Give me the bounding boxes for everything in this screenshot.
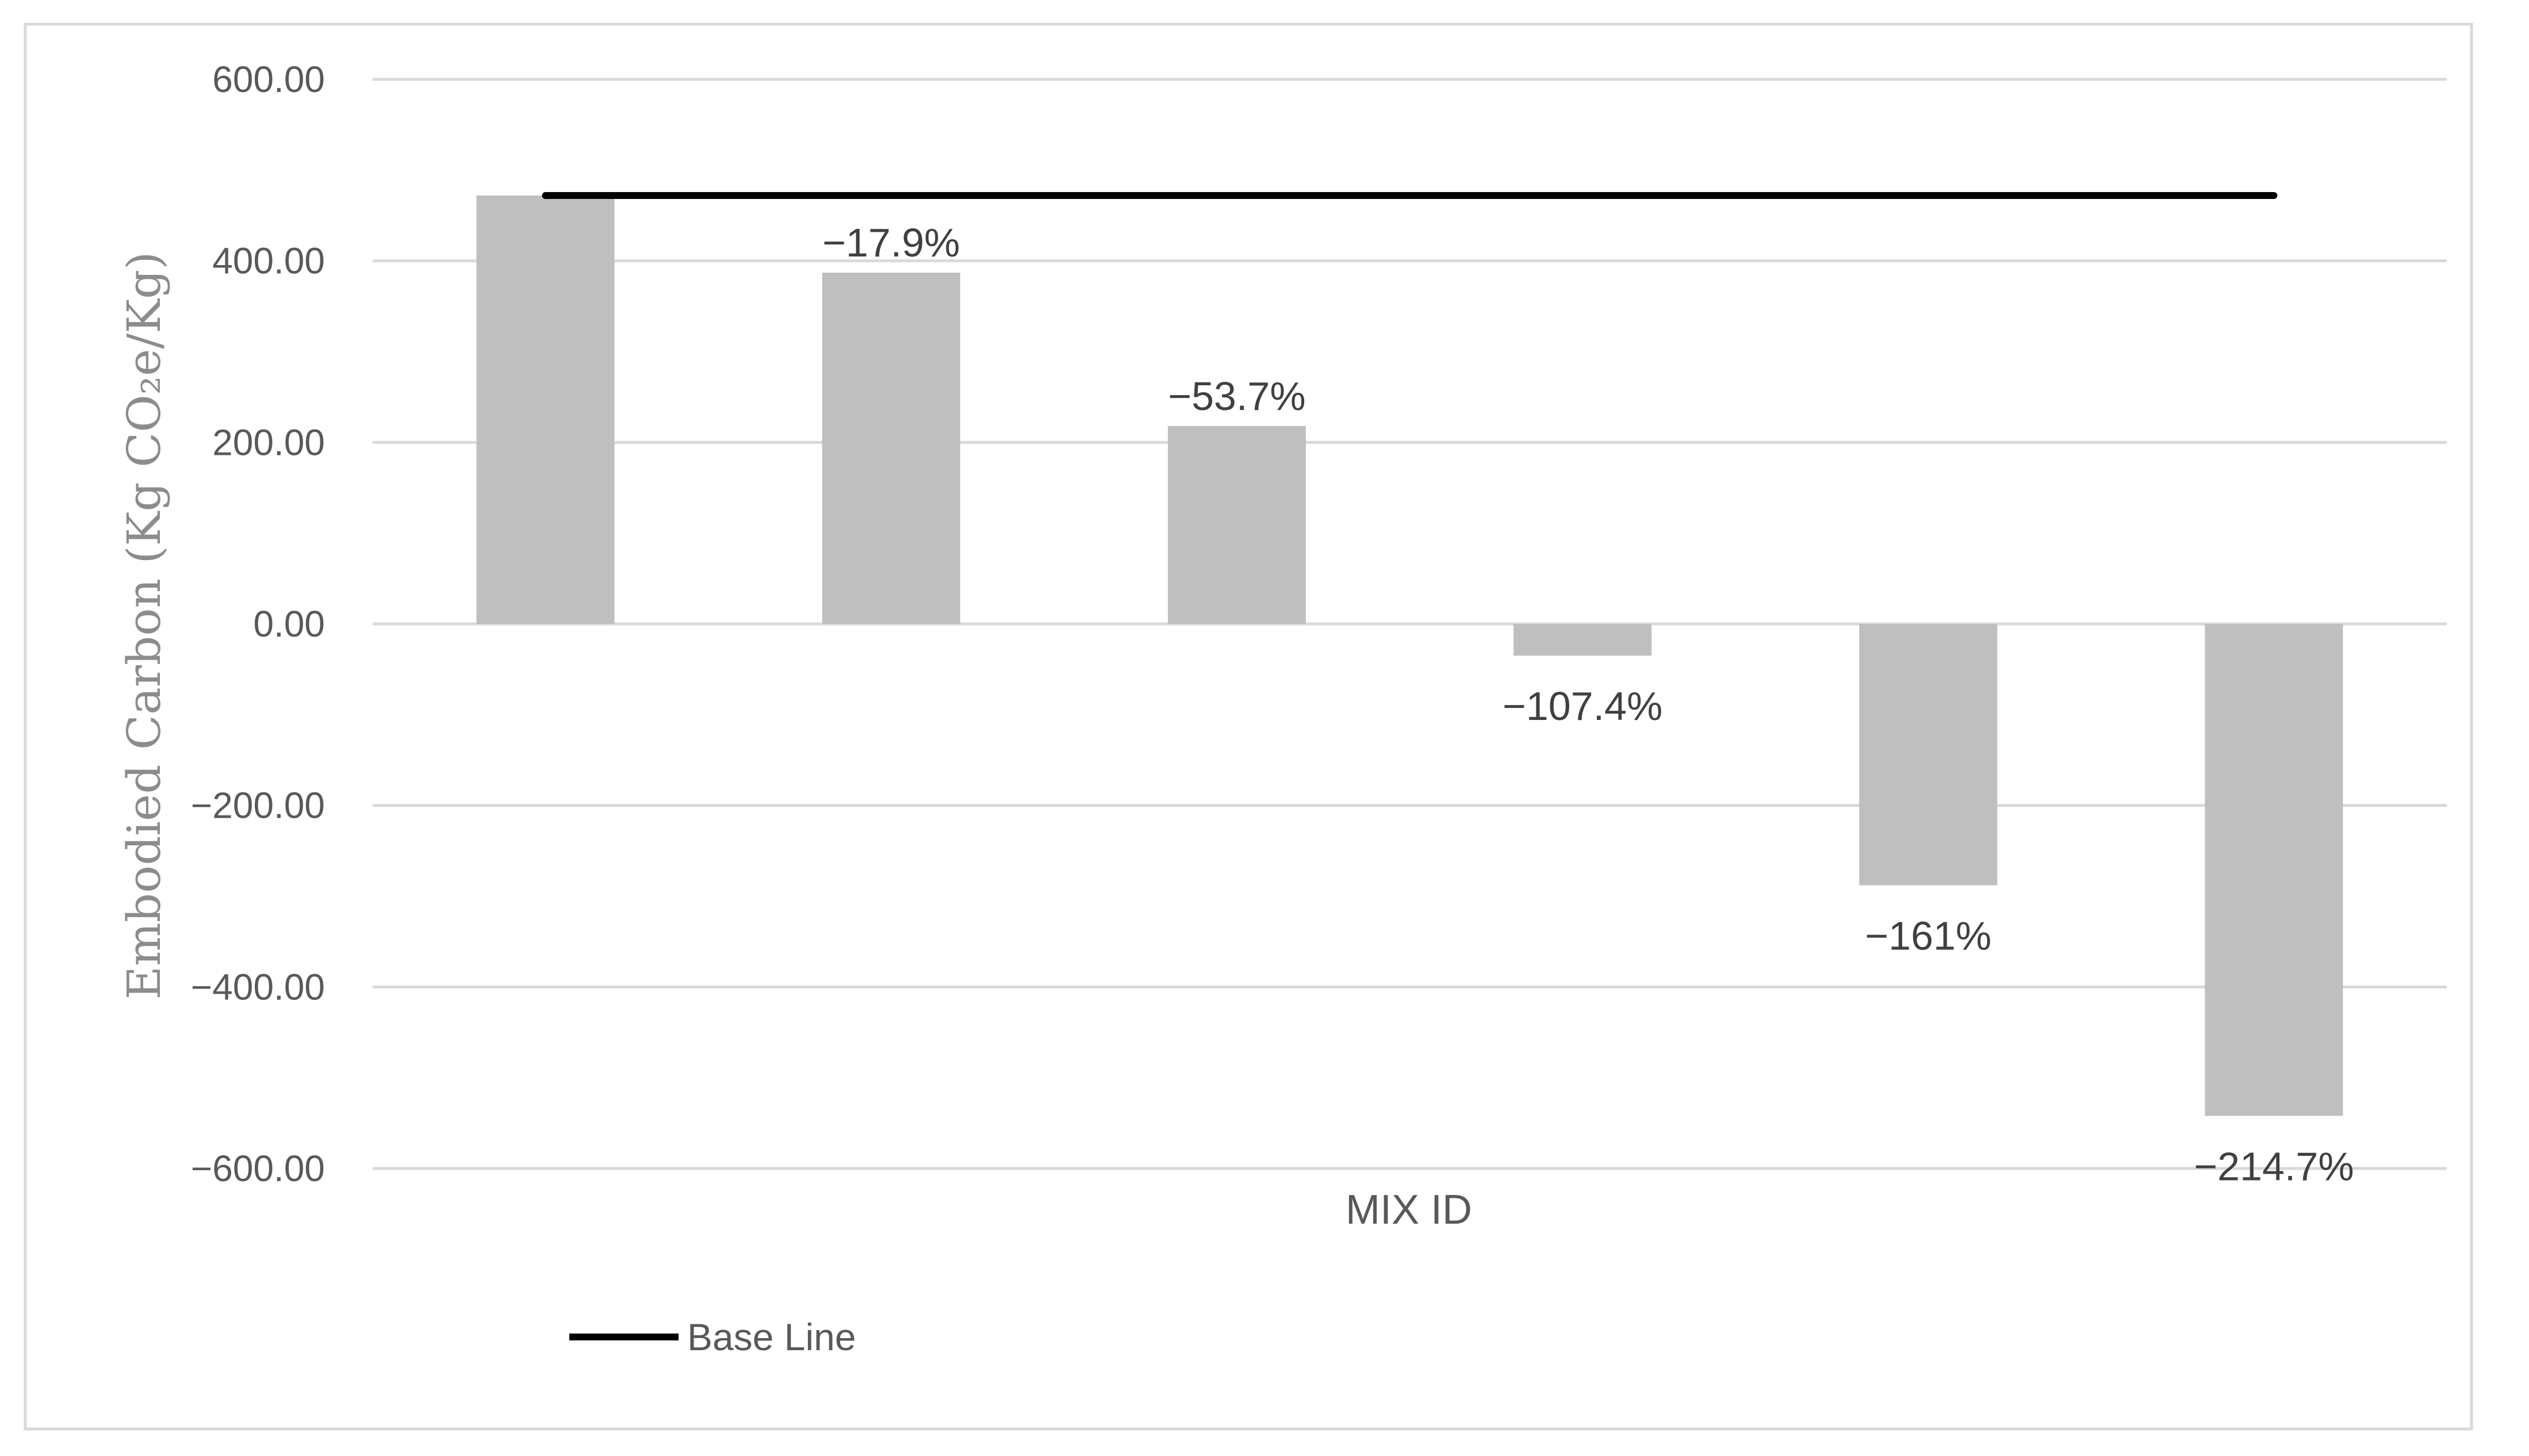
data-labels: −17.9% −53.7% −107.4% −161% −214.7%: [822, 220, 2354, 1189]
y-tick-label: 600.00: [212, 59, 325, 100]
y-axis-title: Embodied Carbon (Kg CO₂e/Kg): [117, 252, 171, 1000]
legend: Base Line: [569, 1316, 856, 1358]
bar: [1167, 426, 1306, 624]
chart-border: [24, 22, 2473, 1431]
bar: [1513, 624, 1652, 656]
y-tick-label: −400.00: [191, 966, 325, 1007]
data-label: −161%: [1865, 914, 1991, 959]
bar: [1859, 624, 1998, 886]
data-label: −17.9%: [822, 220, 960, 265]
y-tick-label: 0.00: [253, 603, 325, 645]
y-tick-label: −200.00: [191, 785, 325, 826]
bar: [822, 273, 960, 624]
y-tick-label: 200.00: [212, 422, 325, 463]
y-tick-label: 400.00: [212, 240, 325, 282]
data-label: −53.7%: [1168, 374, 1305, 419]
legend-baseline-label: Base Line: [687, 1316, 856, 1358]
bar: [2205, 624, 2343, 1116]
x-axis-title: MIX ID: [1346, 1187, 1472, 1233]
bars: [476, 196, 2343, 1116]
y-tick-label: −600.00: [191, 1148, 325, 1189]
bar: [476, 196, 615, 624]
y-axis-tick-labels: 600.00 400.00 200.00 0.00 −200.00 −400.00 −600…: [191, 59, 325, 1189]
gridlines: [373, 78, 2447, 1170]
data-label: −214.7%: [2194, 1144, 2354, 1189]
data-label: −107.4%: [1503, 684, 1662, 729]
